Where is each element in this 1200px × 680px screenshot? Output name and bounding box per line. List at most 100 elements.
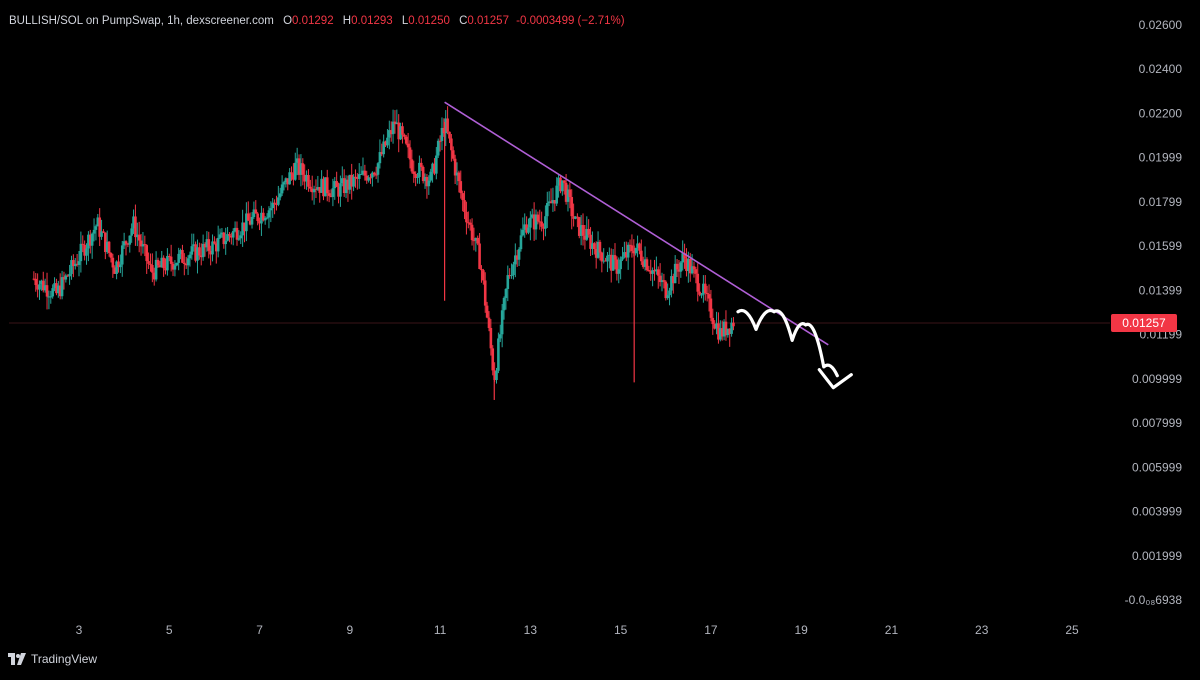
candle-body — [485, 305, 489, 318]
candle-body — [393, 121, 397, 125]
candle-body — [87, 234, 90, 249]
candle-body — [457, 172, 461, 182]
candle-body — [83, 244, 86, 256]
candle-body — [231, 231, 235, 238]
candle-body — [624, 252, 628, 258]
candle-body — [557, 177, 560, 186]
candle-body — [329, 195, 333, 197]
candle-body — [275, 203, 278, 205]
candle-body — [171, 263, 175, 270]
candle-body — [504, 288, 508, 298]
candle-body — [284, 178, 288, 183]
candle-body — [517, 249, 521, 260]
candle-body — [246, 213, 250, 221]
pair-info: BULLISH/SOL on PumpSwap, 1h, dexscreener… — [9, 15, 274, 27]
candle-body — [184, 263, 188, 266]
candle-body — [700, 294, 703, 296]
candle-body — [626, 244, 630, 258]
forecast-scribble[interactable] — [736, 308, 839, 378]
candle-body — [403, 134, 406, 137]
candle-body — [378, 152, 382, 164]
candle-body — [374, 174, 378, 176]
candle-body — [649, 271, 653, 274]
candle-body — [211, 241, 214, 255]
candle-body — [647, 270, 651, 272]
candle-body — [216, 237, 220, 252]
candle-body — [280, 184, 284, 194]
candle-body — [201, 243, 205, 258]
candle-body — [681, 253, 684, 263]
candle-body — [303, 174, 306, 182]
candle-body — [581, 225, 585, 236]
candle-body — [339, 183, 342, 197]
candle-body — [677, 269, 681, 272]
y-tick-label: 0.005999 — [1132, 460, 1182, 474]
candle-body — [436, 140, 440, 156]
candle-body — [297, 158, 301, 175]
candle-body — [237, 238, 241, 240]
candle-body — [720, 328, 724, 337]
candle-body — [455, 172, 459, 176]
x-tick-label: 23 — [975, 623, 989, 637]
candle-body — [145, 245, 149, 262]
candle-body — [111, 257, 115, 268]
y-axis[interactable]: 0.02600 0.02400 0.02200 0.01999 0.01799 0.015… — [1125, 18, 1183, 607]
candle-body — [540, 221, 543, 227]
candle-body — [474, 237, 478, 241]
candle-body — [572, 216, 575, 219]
y-tick-label: 0.007999 — [1132, 416, 1182, 430]
candle-body — [60, 277, 64, 297]
trendline[interactable] — [444, 101, 829, 346]
candle-body — [673, 263, 677, 284]
candle-body — [156, 259, 160, 266]
x-axis[interactable]: 3 5 7 9 11 13 15 17 19 21 23 25 — [76, 623, 1079, 637]
candle-body — [410, 159, 414, 172]
candle-body — [209, 250, 212, 255]
candle-body — [199, 255, 203, 258]
candle-body — [282, 182, 286, 185]
candle-body — [653, 270, 656, 272]
candle-body — [412, 171, 416, 174]
candle-body — [660, 280, 664, 283]
candle-body — [478, 243, 481, 269]
candle-body — [529, 217, 532, 228]
candle-body — [40, 280, 43, 285]
candle-body — [440, 127, 444, 141]
candle-body — [732, 322, 735, 327]
drawings-group[interactable] — [444, 101, 853, 390]
candles-group — [32, 106, 735, 400]
x-tick-label: 15 — [614, 623, 628, 637]
candle-body — [617, 269, 621, 274]
candle-body — [359, 174, 363, 176]
candle-body — [318, 187, 322, 193]
candle-body — [327, 193, 331, 196]
candle-body — [239, 235, 243, 239]
candle-body — [75, 263, 79, 265]
change-value: -0.0003499 (−2.71%) — [516, 15, 625, 27]
candle-body — [668, 290, 671, 296]
forecast-arrowhead[interactable] — [817, 368, 853, 390]
y-tick-label: 0.001999 — [1132, 549, 1182, 563]
candle-body — [41, 280, 45, 291]
candle-body — [514, 255, 517, 265]
candle-body — [675, 263, 679, 270]
candle-body — [85, 248, 88, 256]
candle-body — [348, 174, 352, 190]
candle-body — [579, 225, 583, 236]
close-label: C — [459, 15, 468, 27]
candle-body — [79, 243, 83, 262]
candle-body — [630, 245, 634, 251]
candle-body — [487, 317, 491, 329]
candle-body — [470, 224, 474, 241]
candle-body — [658, 275, 662, 283]
tradingview-branding[interactable]: TradingView — [8, 652, 97, 666]
candle-body — [194, 244, 197, 261]
candle-body — [724, 321, 728, 336]
candle-body — [310, 188, 314, 193]
candle-body — [645, 259, 649, 271]
candle-body — [207, 239, 211, 251]
candle-body — [636, 243, 639, 248]
candle-body — [406, 143, 410, 148]
